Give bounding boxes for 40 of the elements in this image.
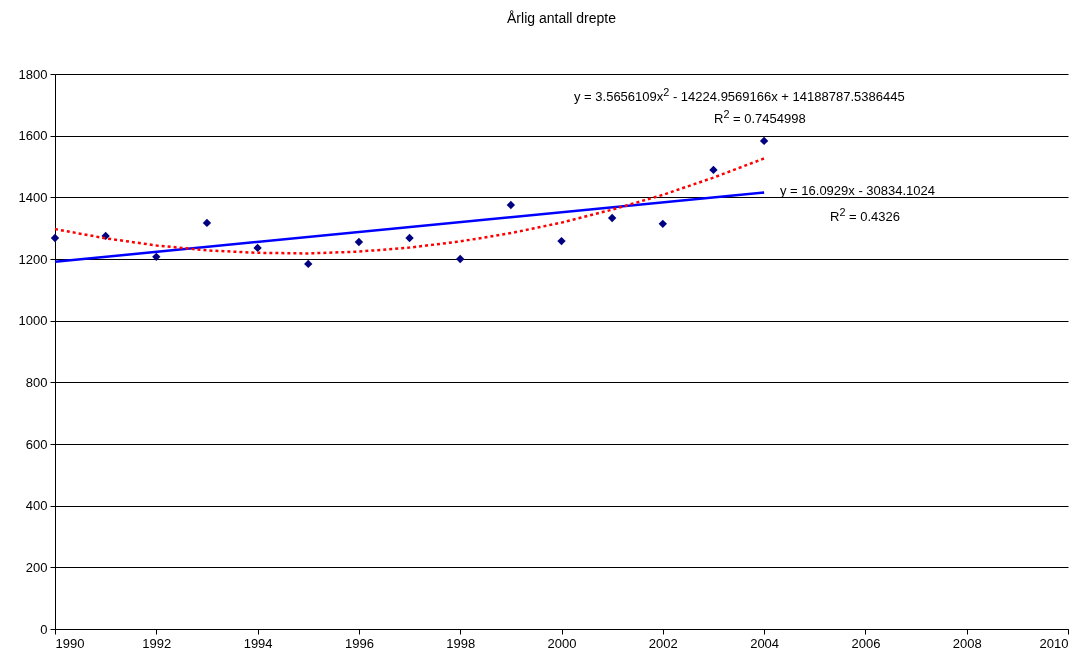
point bbox=[607, 213, 617, 223]
point bbox=[405, 233, 414, 243]
x-tick-label: 1998 bbox=[446, 635, 476, 651]
x-tick-label: 1994 bbox=[243, 635, 273, 651]
point bbox=[759, 136, 769, 146]
x-tick-label: 2002 bbox=[648, 635, 678, 651]
x-tick-label: 2000 bbox=[547, 635, 577, 651]
point bbox=[557, 236, 566, 246]
line-series bbox=[53, 157, 766, 255]
point bbox=[304, 259, 313, 269]
y-tick-label: 400 bbox=[25, 498, 48, 514]
chart-title: Årlig antall drepte bbox=[507, 10, 617, 26]
y-tick-label: 1000 bbox=[18, 313, 48, 329]
x-tick-label: 2010 bbox=[1039, 635, 1069, 651]
point bbox=[152, 252, 161, 262]
y-tick-label: 800 bbox=[25, 374, 48, 390]
point bbox=[354, 237, 364, 247]
y-tick-label: 0 bbox=[40, 621, 48, 637]
point bbox=[506, 200, 516, 210]
x-tick-label: 2008 bbox=[952, 635, 982, 651]
y-tick-label: 1400 bbox=[18, 189, 48, 205]
y-tick-label: 600 bbox=[25, 436, 48, 452]
x-tick-label: 1992 bbox=[142, 635, 172, 651]
x-tick-label: 1996 bbox=[344, 635, 374, 651]
annotation: R$^{2}$ = 0.7454998 bbox=[714, 107, 806, 127]
y-tick-label: 200 bbox=[25, 559, 48, 575]
x-tick-label: 1990 bbox=[55, 635, 85, 651]
point bbox=[253, 243, 262, 253]
point bbox=[658, 219, 667, 229]
point bbox=[709, 165, 718, 175]
y-tick-label: 1800 bbox=[18, 66, 48, 82]
annotation: R$^{2}$ = 0.4326 bbox=[830, 205, 900, 225]
point bbox=[202, 218, 212, 228]
annotation: y = 3.5656109x$^{2}$ - 14224.9569166x + 14188787.5386445 bbox=[574, 85, 905, 105]
point bbox=[50, 233, 60, 243]
x-tick-label: 2006 bbox=[851, 635, 881, 651]
x-tick-label: 2004 bbox=[750, 635, 780, 651]
y-tick-label: 1200 bbox=[18, 251, 48, 267]
point bbox=[456, 254, 465, 264]
y-tick-label: 1600 bbox=[18, 128, 48, 144]
